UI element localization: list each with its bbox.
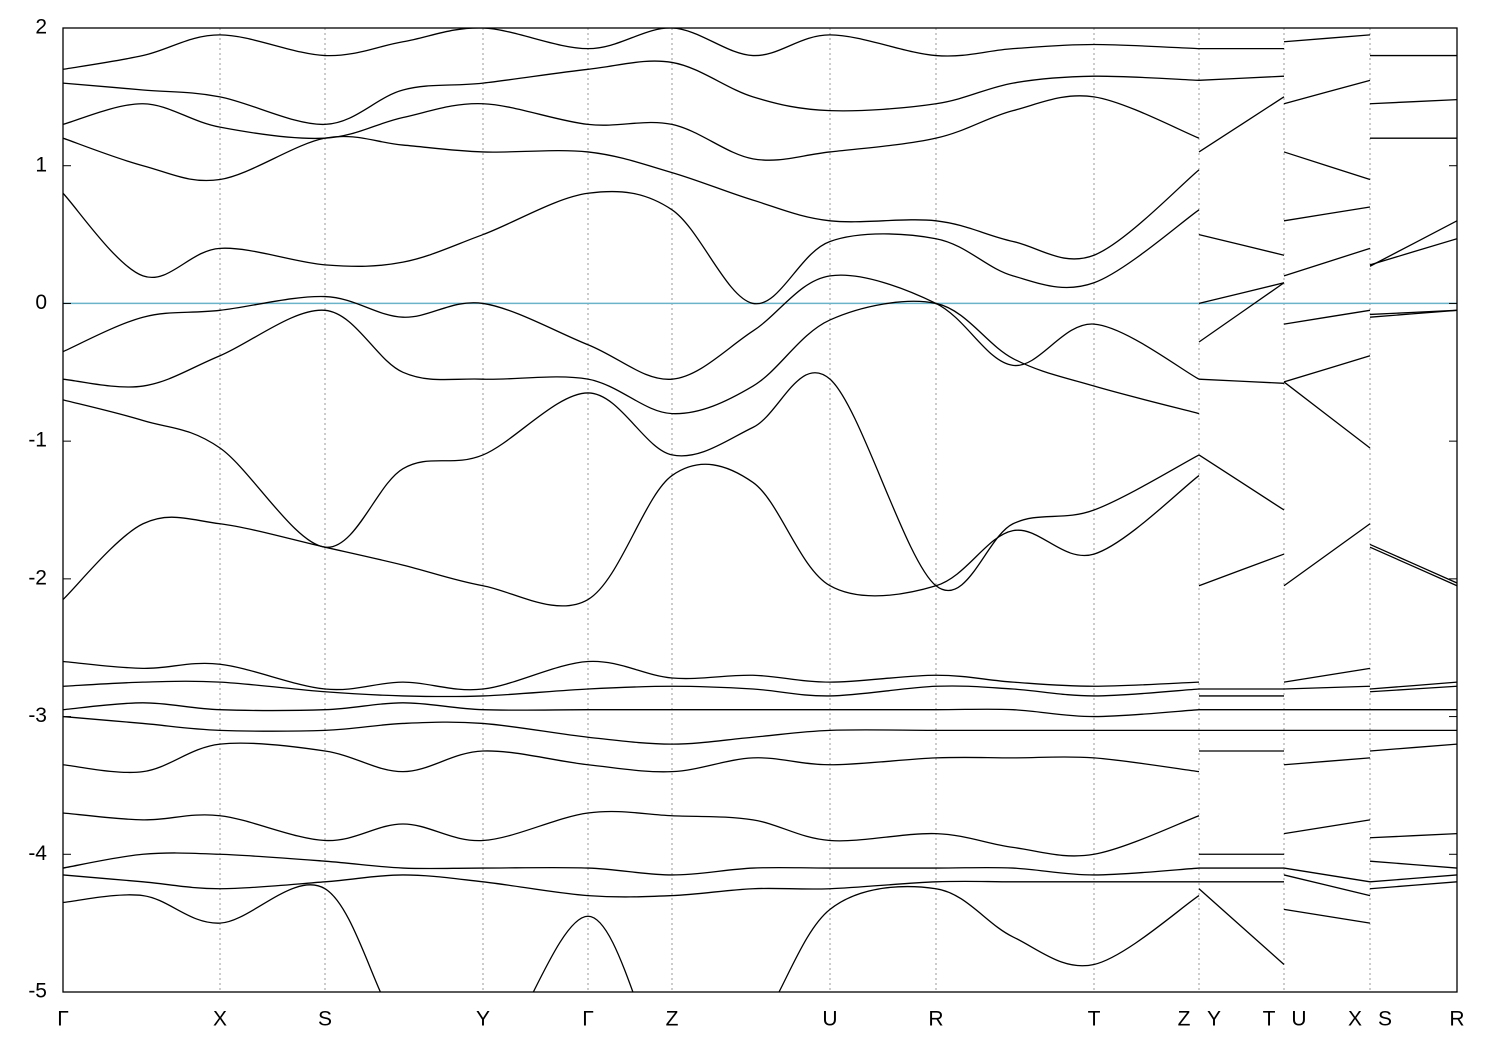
band-line: [63, 702, 1457, 718]
band-line: [63, 810, 1457, 857]
y-tick-label: -5: [28, 980, 47, 1003]
band-line: [63, 28, 1457, 70]
x-tick-label: U: [822, 1008, 837, 1031]
x-tick-label: Γ: [582, 1008, 594, 1031]
y-tick-label: -1: [28, 429, 47, 452]
bands: [63, 28, 1457, 992]
band-line: [63, 300, 1457, 415]
x-tick-label: Γ: [57, 1008, 69, 1031]
y-tick-label: 2: [35, 16, 47, 39]
x-tick-label: X: [1348, 1008, 1362, 1031]
x-tick-label: U: [1291, 1008, 1306, 1031]
x-tick-label: S: [1378, 1008, 1392, 1031]
y-tick-label: 0: [35, 291, 47, 314]
band-line: [63, 95, 1457, 181]
x-tick-label: Y: [1207, 1008, 1221, 1031]
band-line: [63, 680, 1457, 698]
band-line: [63, 190, 1457, 305]
band-line: [63, 60, 1457, 126]
band-line: [63, 852, 1457, 883]
band-line: [63, 135, 1457, 267]
band-line: [63, 274, 1457, 380]
x-tick-label: T: [1088, 1008, 1101, 1031]
x-tick-label: X: [213, 1008, 227, 1031]
x-tick-label: Y: [476, 1008, 490, 1031]
band-line: [63, 463, 1457, 607]
x-tick-label: S: [318, 1008, 332, 1031]
grid: [62, 28, 1458, 992]
y-tick-label: 1: [35, 153, 47, 176]
x-tick-label: T: [1263, 1008, 1276, 1031]
x-tick-label: Z: [666, 1008, 679, 1031]
x-tick-label: R: [928, 1008, 943, 1031]
band-line: [63, 660, 1457, 691]
x-tick-label: Z: [1178, 1008, 1191, 1031]
band-line: [63, 372, 1457, 592]
band-line: [63, 742, 1457, 774]
y-tick-label: -2: [28, 566, 47, 589]
y-tick-label: -4: [28, 842, 47, 865]
band-line: [63, 881, 1457, 992]
band-line: [63, 874, 1457, 898]
x-tick-label: R: [1449, 1008, 1464, 1031]
plot-frame: [62, 27, 1458, 993]
y-tick-label: -3: [28, 704, 47, 727]
band-line: [63, 715, 1457, 745]
